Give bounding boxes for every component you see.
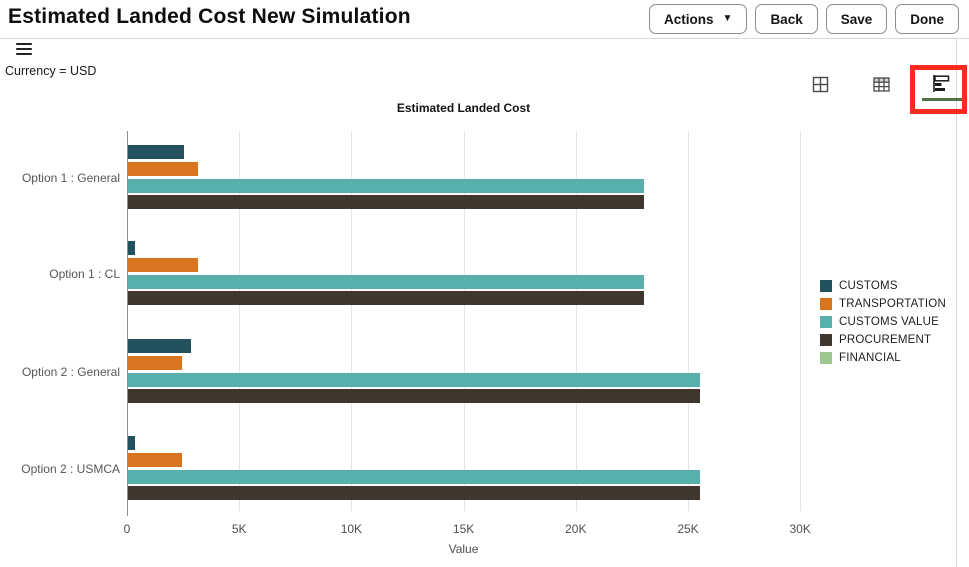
currency-filter-label: Currency = USD	[5, 64, 97, 78]
bar-transportation[interactable]	[128, 162, 198, 176]
x-axis-title: Value	[448, 542, 479, 556]
chart-title: Estimated Landed Cost	[396, 101, 531, 115]
header-divider	[0, 38, 969, 39]
chevron-down-icon: ▼	[722, 13, 733, 24]
bar-customs-value[interactable]	[128, 373, 700, 387]
bar-customs[interactable]	[128, 339, 191, 353]
header-button-row: Actions ▼ Back Save Done	[649, 4, 959, 34]
bar-customs[interactable]	[128, 145, 184, 159]
legend-swatch	[820, 279, 832, 292]
legend-label: PROCUREMENT	[839, 333, 932, 346]
done-button-label: Done	[910, 11, 944, 27]
gridline-20K	[575, 131, 577, 511]
x-tick-label: 20K	[565, 522, 587, 536]
x-tick-label: 0	[123, 522, 131, 536]
x-tick-label: 30K	[789, 522, 811, 536]
x-tick-label: 15K	[452, 522, 475, 536]
bar-customs-value[interactable]	[128, 275, 644, 289]
bar-customs[interactable]	[128, 241, 135, 255]
legend-item-procurement[interactable]: PROCUREMENT	[820, 333, 946, 346]
gridline-30K	[800, 131, 802, 511]
gridline-15K	[463, 131, 465, 511]
bar-procurement[interactable]	[128, 486, 700, 500]
gridline-25K	[688, 131, 689, 511]
legend-swatch	[820, 351, 832, 364]
hamburger-menu-icon[interactable]	[16, 43, 32, 56]
x-tick-label: 25K	[677, 522, 699, 536]
legend-item-transportation[interactable]: TRANSPORTATION	[820, 297, 946, 310]
y-axis-line	[127, 131, 128, 516]
page-title: Estimated Landed Cost New Simulation	[8, 5, 411, 28]
legend-item-financial[interactable]: FINANCIAL	[820, 351, 946, 364]
bar-transportation[interactable]	[128, 356, 182, 370]
legend-swatch	[820, 315, 832, 328]
actions-button[interactable]: Actions ▼	[649, 4, 748, 34]
selected-view-underline	[922, 98, 962, 101]
chart-legend: CUSTOMS TRANSPORTATION CUSTOMS VALUE PROCUR…	[820, 279, 946, 369]
bar-procurement[interactable]	[128, 195, 644, 209]
bar-transportation[interactable]	[128, 258, 198, 272]
category-label: Option 1 : General	[21, 171, 120, 185]
legend-label: TRANSPORTATION	[839, 297, 946, 310]
grid-view-icon[interactable]	[812, 76, 829, 93]
gridline-5K	[239, 131, 241, 511]
category-label: Option 1 : CL	[49, 267, 120, 281]
table-view-icon[interactable]	[873, 77, 890, 94]
legend-label: FINANCIAL	[839, 351, 901, 364]
x-tick-label: 5K	[231, 522, 247, 536]
save-button[interactable]: Save	[825, 4, 888, 34]
back-button-label: Back	[770, 11, 803, 27]
legend-label: CUSTOMS VALUE	[839, 315, 939, 328]
done-button[interactable]: Done	[895, 4, 959, 34]
save-button-label: Save	[840, 11, 873, 27]
bar-transportation[interactable]	[128, 453, 182, 467]
bar-customs-value[interactable]	[128, 470, 700, 484]
bar-customs-value[interactable]	[128, 179, 644, 193]
legend-swatch	[820, 297, 832, 310]
header: Estimated Landed Cost New Simulation Act…	[0, 0, 969, 38]
content-panel: Currency = USD Estimated Landed Cost 0 5K…	[0, 39, 967, 567]
legend-label: CUSTOMS	[839, 279, 898, 292]
category-label: Option 2 : USMCA	[21, 462, 120, 476]
legend-swatch	[820, 333, 832, 346]
bar-procurement[interactable]	[128, 291, 644, 305]
x-tick-label: 10K	[340, 522, 363, 536]
legend-item-customs[interactable]: CUSTOMS	[820, 279, 946, 292]
legend-item-customs-value[interactable]: CUSTOMS VALUE	[820, 315, 946, 328]
gridline-10K	[351, 131, 353, 511]
back-button[interactable]: Back	[755, 4, 818, 34]
bar-customs[interactable]	[128, 436, 135, 450]
category-label: Option 2 : General	[21, 365, 120, 379]
bar-procurement[interactable]	[128, 389, 700, 403]
actions-button-label: Actions	[664, 11, 714, 27]
bar-chart-view-icon[interactable]	[933, 75, 950, 92]
